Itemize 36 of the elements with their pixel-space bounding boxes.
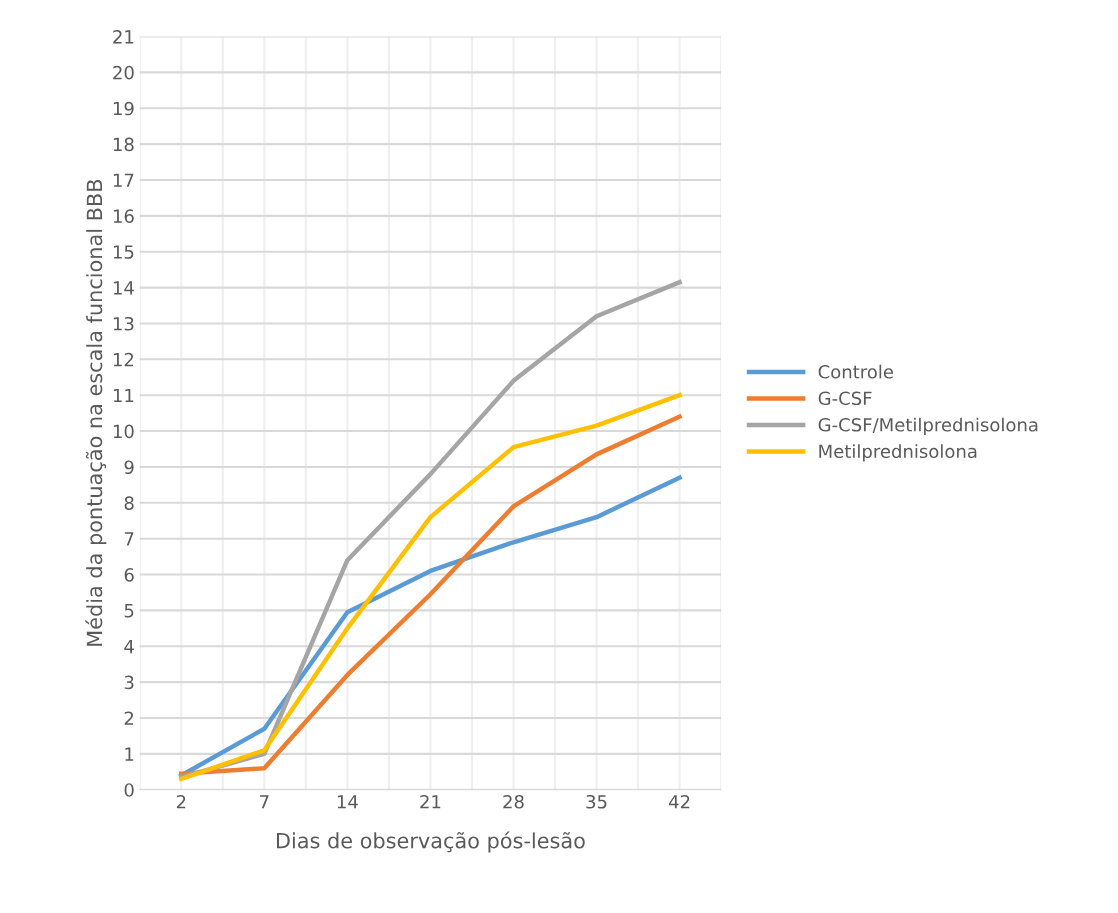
y-tick-label: 19 — [113, 101, 134, 116]
y-tick-label: 9 — [124, 460, 134, 475]
x-axis-title: Dias de observação pós-lesão — [277, 831, 585, 853]
y-axis-title: Média da pontuação na escala funcional BBB — [85, 179, 107, 646]
x-tick-label: 14 — [337, 795, 358, 809]
y-tick-label: 15 — [113, 245, 134, 259]
x-tick-label: 28 — [503, 794, 524, 809]
x-tick-label: 2 — [176, 794, 186, 809]
x-tick-label: 42 — [668, 794, 690, 809]
y-tick-label: 17 — [113, 173, 134, 187]
legend-label: Metilprednisolona — [819, 444, 977, 462]
y-tick-label: 8 — [124, 496, 134, 510]
y-tick-label: 4 — [124, 639, 134, 654]
y-tick-label: 14 — [113, 281, 134, 295]
legend-label: Controle — [818, 364, 893, 379]
y-tick-label: 1 — [125, 747, 134, 761]
y-tick-label: 2 — [124, 711, 134, 725]
legend-label: G-CSF — [818, 391, 872, 406]
y-tick-label: 16 — [113, 209, 134, 223]
y-tick-label: 3 — [124, 675, 134, 690]
y-tick-label: 5 — [124, 604, 134, 618]
line-series — [179, 475, 682, 778]
y-tick-label: 12 — [113, 352, 134, 367]
y-tick-label: 13 — [113, 316, 134, 331]
y-tick-label: 18 — [113, 137, 134, 152]
x-tick-label: 7 — [260, 795, 269, 809]
y-tick-label: 6 — [124, 568, 134, 582]
y-tick-label: 10 — [113, 424, 134, 439]
y-tick-label: 21 — [113, 29, 134, 44]
x-tick-label: 35 — [586, 794, 607, 809]
y-tick-label: 7 — [124, 532, 134, 546]
legend-label: G-CSF/Metilprednisolona — [818, 417, 1038, 436]
y-tick-label: 11 — [113, 388, 134, 403]
x-tick-label: 21 — [420, 794, 441, 809]
y-tick-label: 0 — [124, 783, 134, 797]
y-tick-label: 20 — [113, 65, 134, 80]
